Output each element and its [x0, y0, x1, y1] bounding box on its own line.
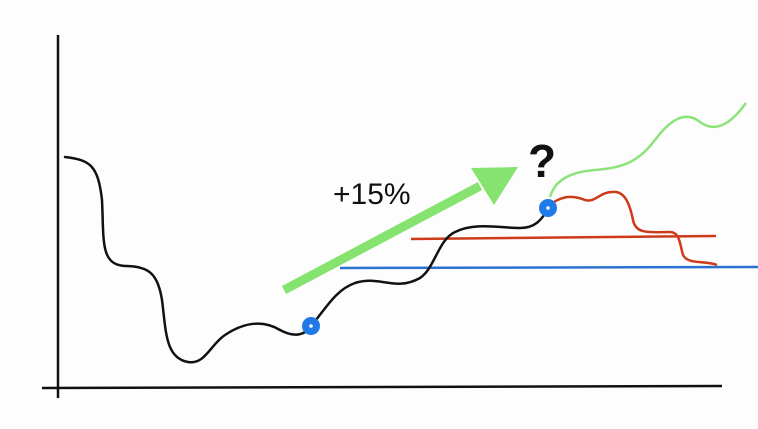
optimistic-curve [548, 102, 748, 198]
main-curve [63, 155, 550, 364]
blue-level-line [339, 265, 758, 270]
growth-label: +15% [333, 178, 411, 211]
pessimistic-curve [553, 190, 718, 267]
growth-arrow-shaft [281, 182, 483, 294]
x-axis [41, 384, 723, 390]
question-mark: ? [528, 135, 557, 187]
current-marker [539, 199, 557, 217]
growth-arrow-head [471, 167, 518, 205]
start-marker [302, 317, 320, 335]
red-level-line [410, 234, 717, 241]
